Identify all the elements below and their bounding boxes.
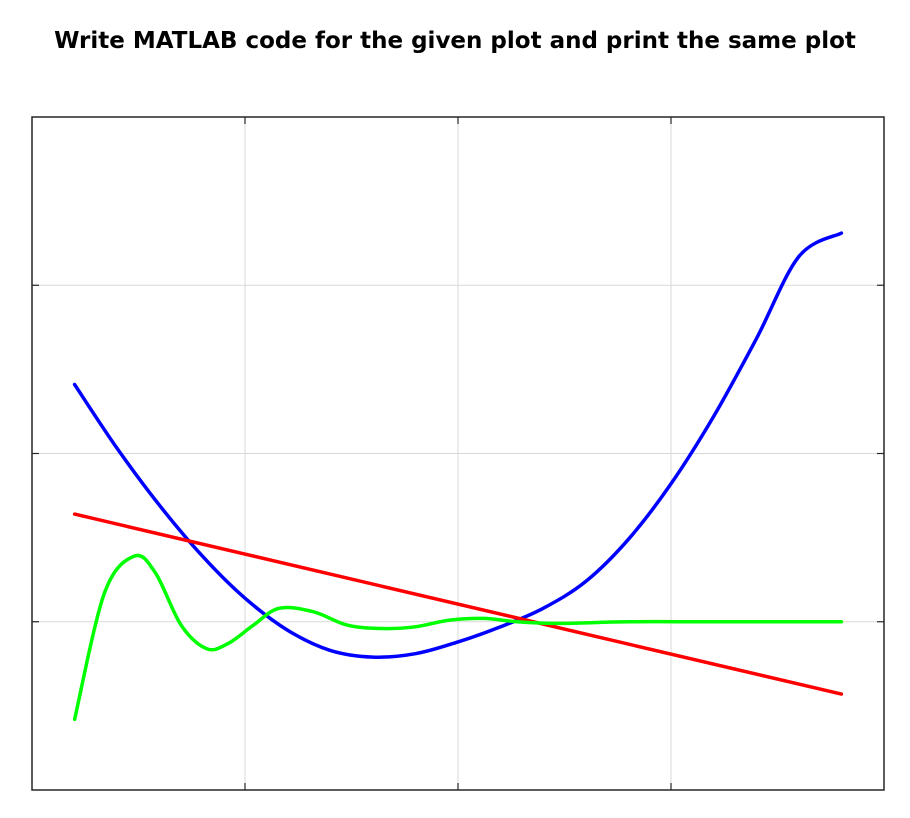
series-line-2	[72, 512, 844, 696]
series-line-1	[72, 231, 844, 659]
axes-frame	[31, 116, 885, 791]
prompt-title: Write MATLAB code for the given plot and…	[54, 28, 856, 54]
series-lines	[72, 231, 844, 722]
grid-lines	[32, 117, 884, 790]
series-line-3	[72, 553, 844, 722]
